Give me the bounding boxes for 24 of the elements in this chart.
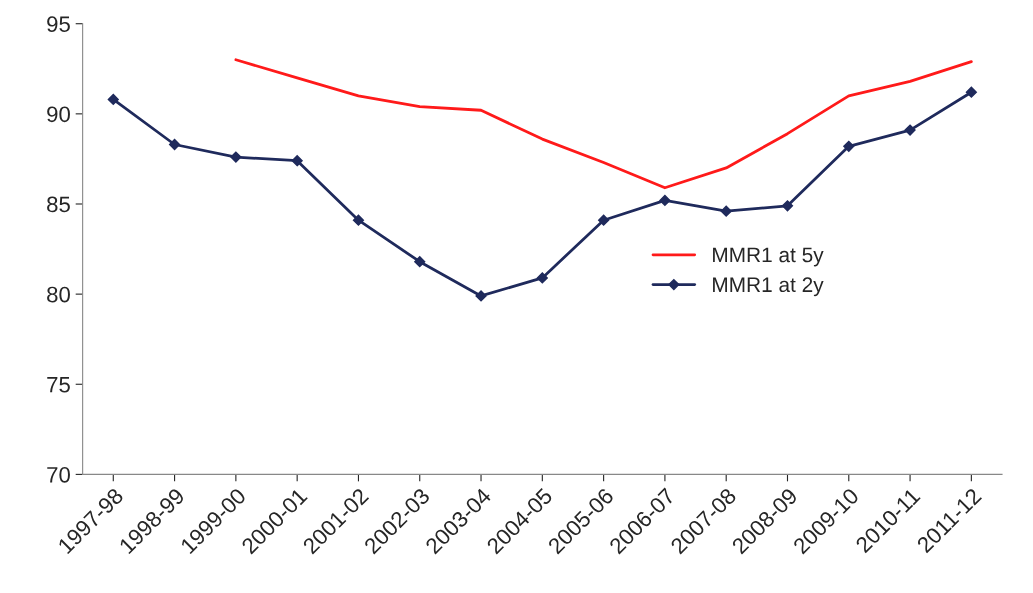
point	[720, 205, 732, 217]
y-tick-label: 80	[47, 286, 70, 303]
point	[475, 290, 487, 302]
point	[414, 256, 426, 268]
point	[352, 214, 365, 226]
point	[291, 155, 303, 167]
point	[598, 214, 610, 226]
point	[536, 272, 548, 284]
point	[168, 138, 181, 151]
point	[659, 194, 671, 206]
y-tick-label: 70	[47, 466, 70, 483]
point	[230, 151, 242, 163]
point	[904, 124, 916, 136]
point	[781, 200, 794, 212]
y-tick-label: 85	[47, 196, 70, 213]
y-tick-label: 95	[47, 16, 70, 32]
point	[107, 93, 119, 106]
point	[965, 86, 977, 98]
y-tick-label: 90	[47, 106, 70, 123]
legend-label: MMR1 at 5y	[713, 247, 824, 267]
point	[843, 140, 855, 152]
line-series	[234, 58, 973, 190]
y-tick-label: 75	[47, 377, 70, 393]
legend-label: MMR1 at 2y	[713, 277, 824, 297]
